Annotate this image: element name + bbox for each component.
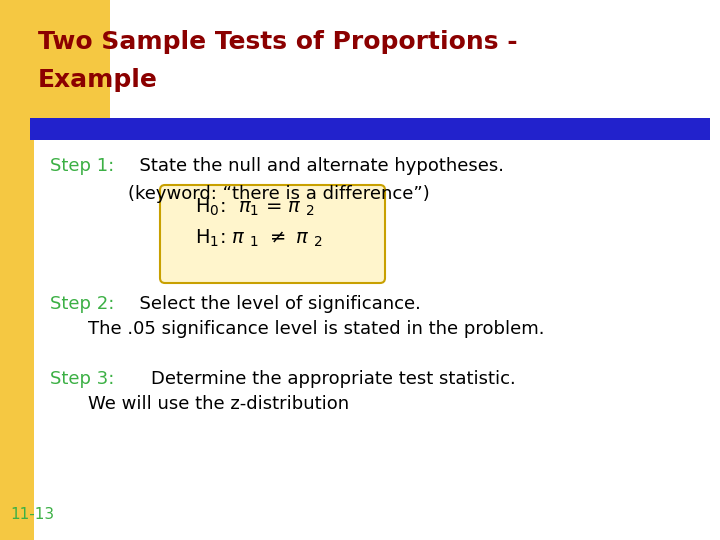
Text: H$_1$: $\pi$ $_{1}$ $\neq$ $\pi$ $_{2}$: H$_1$: $\pi$ $_{1}$ $\neq$ $\pi$ $_{2}$ xyxy=(195,228,323,249)
Text: Example: Example xyxy=(38,68,158,92)
Text: 11-13: 11-13 xyxy=(10,507,54,522)
Text: Select the level of significance.: Select the level of significance. xyxy=(128,295,421,313)
Text: The .05 significance level is stated in the problem.: The .05 significance level is stated in … xyxy=(65,320,544,338)
FancyBboxPatch shape xyxy=(160,185,385,283)
Text: Determine the appropriate test statistic.: Determine the appropriate test statistic… xyxy=(128,370,516,388)
Bar xyxy=(0,0,110,120)
Text: We will use the z-distribution: We will use the z-distribution xyxy=(65,395,349,413)
Bar xyxy=(30,118,710,140)
Text: Step 1:: Step 1: xyxy=(50,157,114,175)
Text: Step 2:: Step 2: xyxy=(50,295,114,313)
Text: H$_0$:  $\pi_1$ = $\pi$ $_{2}$: H$_0$: $\pi_1$ = $\pi$ $_{2}$ xyxy=(195,197,315,218)
Text: Step 3:: Step 3: xyxy=(50,370,114,388)
Text: Two Sample Tests of Proportions -: Two Sample Tests of Proportions - xyxy=(38,30,518,54)
Bar xyxy=(0,0,34,540)
Text: State the null and alternate hypotheses.: State the null and alternate hypotheses. xyxy=(128,157,504,175)
Text: (keyword: “there is a difference”): (keyword: “there is a difference”) xyxy=(128,185,430,203)
